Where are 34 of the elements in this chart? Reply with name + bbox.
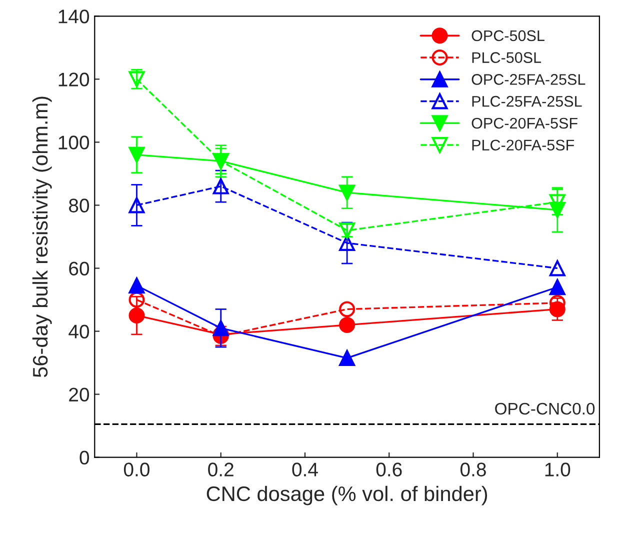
point [549,260,566,276]
y-tick-label: 140 [58,10,90,24]
x-tick-label: 0.8 [460,462,486,476]
x-tick-label: 0.6 [376,462,402,476]
x-tick-label: 1.0 [545,462,570,476]
ref-line-label: OPC-CNC0.0 [495,402,595,415]
y-tick-label: 80 [69,198,90,212]
legend-label: PLC-20FA-5SF [472,140,574,151]
x-axis-title: CNC dosage (% vol. of binder) [206,486,488,506]
point [128,278,145,294]
point [212,320,229,336]
y-tick-label: 120 [58,72,90,86]
y-tick-label: 20 [69,388,90,402]
legend-label: OPC-20FA-5SF [472,118,578,129]
point [128,197,145,214]
x-tick-label: 0.0 [124,462,150,476]
legend-label: OPC-50SL [472,30,544,42]
point [339,301,356,318]
y-tick-label: 100 [58,136,90,150]
point [128,292,145,308]
x-tick-label: 0.4 [292,462,318,476]
y-tick-label: 0 [80,450,90,465]
y-axis-title: 56-day bulk resistivity (ohm.m) [32,96,52,378]
y-tick-label: 60 [69,262,90,276]
legend-label: PLC-50SL [472,52,542,63]
y-tick-label: 40 [68,324,90,338]
x-tick-label: 0.2 [208,462,234,476]
point [339,350,356,366]
point [339,235,356,252]
point [339,316,356,333]
point [549,279,566,296]
point [339,184,356,201]
legend-label: OPC-25FA-25SL [472,74,586,85]
legend-label: PLC-25FA-25SL [472,96,582,107]
